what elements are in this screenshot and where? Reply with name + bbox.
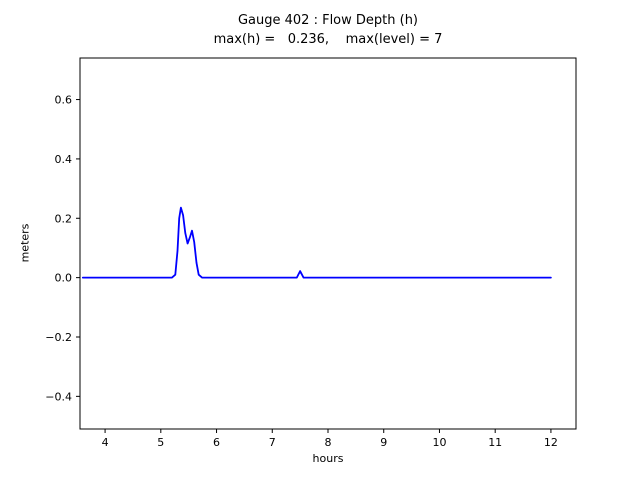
x-tick-label: 10	[432, 436, 446, 449]
chart-title: Gauge 402 : Flow Depth (h)	[237, 13, 419, 28]
y-tick-label: 0.0	[55, 272, 73, 285]
x-tick-label: 8	[325, 436, 332, 449]
x-tick-label: 6	[213, 436, 220, 449]
x-tick-label: 12	[544, 436, 558, 449]
y-tick-label: 0.4	[55, 153, 73, 166]
x-tick-label: 9	[380, 436, 387, 449]
x-axis-label: hours	[312, 452, 344, 465]
x-tick-label: 5	[157, 436, 164, 449]
y-tick-label: 0.2	[55, 212, 73, 225]
chart-subtitle: max(h) = 0.236, max(level) = 7	[213, 32, 443, 47]
x-tick-label: 11	[488, 436, 502, 449]
x-tick-label: 7	[269, 436, 276, 449]
y-axis-label: meters	[18, 223, 32, 263]
y-tick-label: −0.4	[45, 390, 72, 403]
plot-border	[79, 57, 577, 430]
x-tick-label: 4	[102, 436, 109, 449]
y-tick-label: −0.2	[45, 331, 72, 344]
y-tick-label: 0.6	[55, 94, 73, 107]
flow-depth-line	[81, 206, 552, 279]
